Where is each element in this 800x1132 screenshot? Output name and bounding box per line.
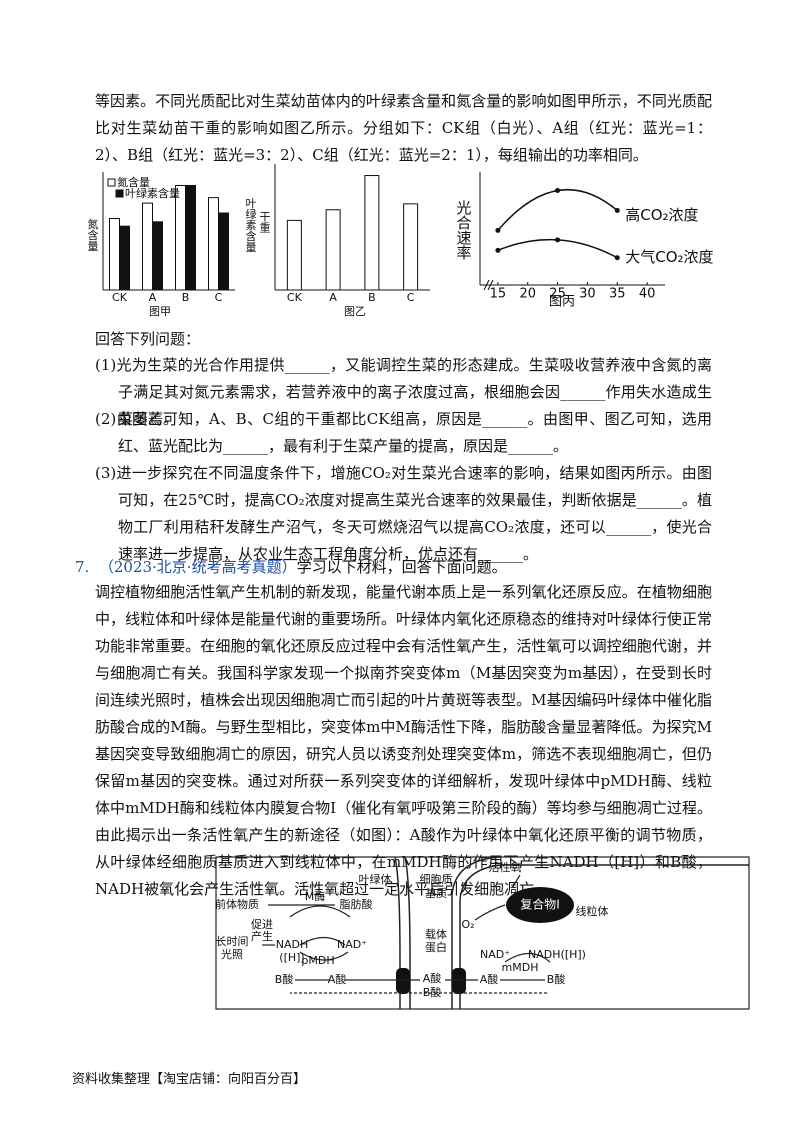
bar: [119, 225, 130, 291]
label: 载体: [425, 927, 447, 941]
x-tick-label: B: [368, 291, 376, 304]
axis-break: [483, 279, 494, 291]
bar: [403, 203, 419, 291]
y-axis-title: 叶绿素含量: [244, 197, 257, 252]
question: (3)进一步探究在不同温度条件下，增施CO₂对生菜光合速率的影响，结果如图丙所示…: [95, 464, 712, 563]
x-tick-label: 20: [519, 287, 536, 302]
x-tick-label: C: [407, 291, 415, 304]
label: 细胞质: [420, 873, 453, 886]
x-tick-label: 25: [549, 287, 566, 302]
bar: [286, 219, 302, 291]
legend-swatch: [115, 189, 124, 198]
problem-source: （2023·北京·统考高考真题）: [98, 558, 297, 576]
label: A酸: [423, 971, 442, 985]
label: 长时间: [216, 935, 249, 948]
label: NAD⁺: [480, 948, 510, 961]
label: 光照: [221, 947, 243, 961]
label: 复合物Ⅰ: [520, 897, 560, 912]
x-tick-label: A: [149, 291, 157, 304]
point: [614, 207, 620, 213]
diagram-frame: [215, 856, 750, 1010]
label: mMDH: [502, 961, 539, 974]
x-tick-label: 35: [609, 287, 626, 302]
x-tick-label: CK: [287, 291, 303, 304]
label: ([H]): [279, 951, 304, 964]
x-tick-label: A: [329, 291, 337, 304]
problem-prompt: 学习以下材料，回答下面问题。: [296, 558, 507, 576]
label: M酶: [305, 890, 326, 903]
point: [555, 237, 561, 243]
label: 叶绿体: [359, 872, 392, 886]
point: [495, 247, 501, 253]
mitochondria-membrane: [459, 864, 749, 1009]
x-tick-label: 15: [490, 287, 507, 302]
bar: [218, 212, 229, 291]
bar: [152, 221, 163, 291]
question: (1)光为生菜的光合作用提供______，又能调控生菜的形态建成。生菜吸收营养液…: [95, 356, 712, 428]
label: 蛋白: [425, 940, 447, 954]
x-axis-title: 图丙: [549, 295, 575, 310]
label: 脂肪酸: [340, 897, 373, 911]
x-axis-title: 图乙: [344, 305, 366, 318]
x-tick-label: B: [182, 291, 190, 304]
complex-i: [506, 887, 574, 923]
label: 促进: [251, 917, 273, 931]
intro: 等因素。不同光质配比对生菜幼苗体内的叶绿素含量和氮含量的影响如图甲所示，不同光质…: [95, 92, 712, 164]
x-tick-label: CK: [112, 291, 128, 304]
bar: [364, 175, 380, 291]
label: A酸: [480, 972, 499, 986]
point: [555, 188, 561, 193]
carrier: [396, 968, 410, 994]
label: B酸: [275, 972, 294, 986]
label: NADH: [276, 938, 309, 951]
x-tick-label: 30: [579, 287, 596, 302]
legend-label: 叶绿素含量: [125, 186, 180, 200]
diagram: 复合物Ⅰ 叶绿体前体物质M酶脂肪酸促进产生长时间光照NADH([H])NAD⁺p…: [215, 856, 750, 1010]
y-axis-title: 干重: [258, 211, 271, 233]
label: O₂: [461, 918, 474, 931]
label: 线粒体: [576, 904, 609, 918]
label: A酸: [328, 972, 347, 986]
questions-heading: 回答下列问题：: [95, 330, 201, 348]
y-axis-title: 光合速率: [455, 200, 473, 260]
mitochondria-membrane: [451, 856, 501, 1009]
carrier: [452, 968, 466, 994]
legend-label: 氮含量: [117, 175, 150, 189]
problem-number: 7.: [75, 558, 90, 576]
x-tick-label: C: [215, 291, 223, 304]
chloroplast-membrane: [404, 856, 411, 1009]
label: B酸: [423, 985, 442, 999]
label: 前体物质: [215, 897, 259, 911]
arrows: [262, 874, 551, 994]
legend-swatch: [107, 178, 116, 187]
series-label: 高CO₂浓度: [625, 206, 698, 224]
label: 基质: [425, 887, 447, 900]
footer: 资料收集整理【淘宝店铺：向阳百分百】: [72, 1072, 307, 1087]
label: NADH([H]): [528, 948, 586, 961]
point: [495, 227, 501, 233]
x-tick-label: 40: [639, 287, 656, 302]
problem-header: 7. （2023·北京·统考高考真题）学习以下材料，回答下面问题。: [75, 554, 715, 581]
label: NAD⁺: [337, 938, 367, 951]
chloroplast-membrane: [394, 856, 401, 1009]
x-axis-title: 图甲: [149, 305, 171, 318]
question: (2)由图乙可知，A、B、C组的干重都比CK组高，原因是______。由图甲、图…: [95, 410, 712, 455]
label: 产生: [251, 929, 273, 943]
series-label: 大气CO₂浓度: [625, 248, 713, 266]
y-axis-title: 氮含量: [86, 217, 99, 251]
bar: [325, 209, 341, 291]
point: [614, 255, 620, 261]
bar: [185, 185, 196, 291]
label: 活性氧: [489, 860, 522, 874]
label: pMDH: [301, 954, 334, 967]
label: B酸: [547, 972, 566, 986]
